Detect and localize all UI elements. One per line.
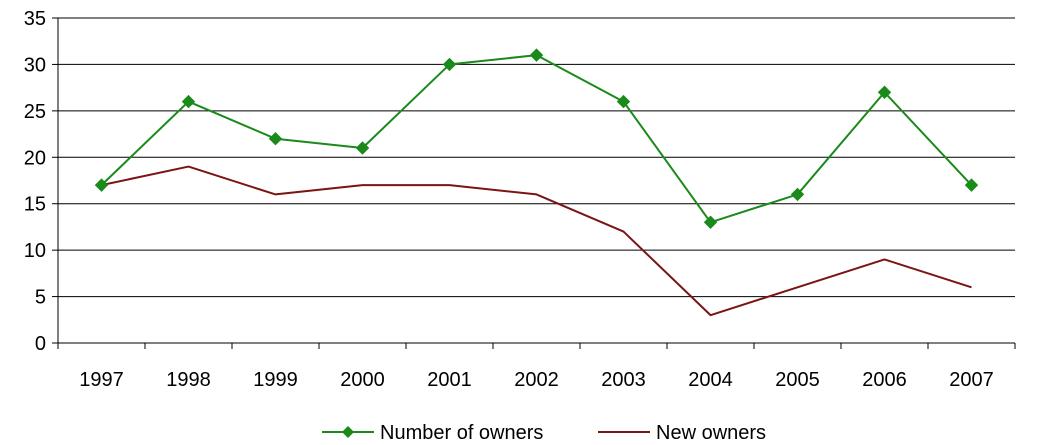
x-tick-label: 2004 <box>688 369 733 391</box>
y-tick-label: 25 <box>24 101 46 123</box>
data-point <box>877 85 892 99</box>
data-point <box>268 132 283 146</box>
legend-label-1: New owners <box>656 422 766 444</box>
y-tick-label: 30 <box>24 54 46 76</box>
x-tick-label: 1997 <box>79 369 124 391</box>
y-tick-label: 35 <box>24 8 46 30</box>
data-point <box>616 94 631 109</box>
x-tick-label: 2003 <box>601 369 646 391</box>
x-tick-label: 2001 <box>427 369 472 391</box>
series-line-0 <box>100 54 973 224</box>
y-tick-label: 5 <box>35 287 46 309</box>
legend-marker <box>342 426 354 438</box>
data-point <box>181 94 196 109</box>
legend: Number of owners New owners <box>322 422 766 444</box>
x-tick-label: 1998 <box>166 369 211 391</box>
y-tick-label: 20 <box>24 147 46 169</box>
data-point <box>790 187 805 202</box>
x-tick-label: 2006 <box>862 369 907 391</box>
gridlines <box>58 17 1015 298</box>
data-point <box>94 178 109 192</box>
data-point <box>355 141 370 155</box>
axes: 0 5 10 15 20 25 30 35 1997 1998 1999 2000 2001 2002 20… <box>24 8 1016 391</box>
data-point <box>529 48 544 62</box>
series-line-1 <box>101 165 972 317</box>
x-tick-label: 2007 <box>949 369 994 391</box>
y-tick-label: 0 <box>35 333 46 355</box>
legend-label-0: Number of owners <box>380 422 543 444</box>
data-point <box>964 178 979 192</box>
y-tick-label: 10 <box>24 240 46 262</box>
data-point <box>442 57 457 72</box>
x-tick-label: 1999 <box>253 369 298 391</box>
y-tick-label: 15 <box>24 194 46 216</box>
x-tick-label: 2000 <box>340 369 385 391</box>
x-tick-label: 2002 <box>514 369 559 391</box>
x-tick-label: 2005 <box>775 369 820 391</box>
data-point <box>703 215 718 229</box>
series-layer <box>94 48 979 317</box>
